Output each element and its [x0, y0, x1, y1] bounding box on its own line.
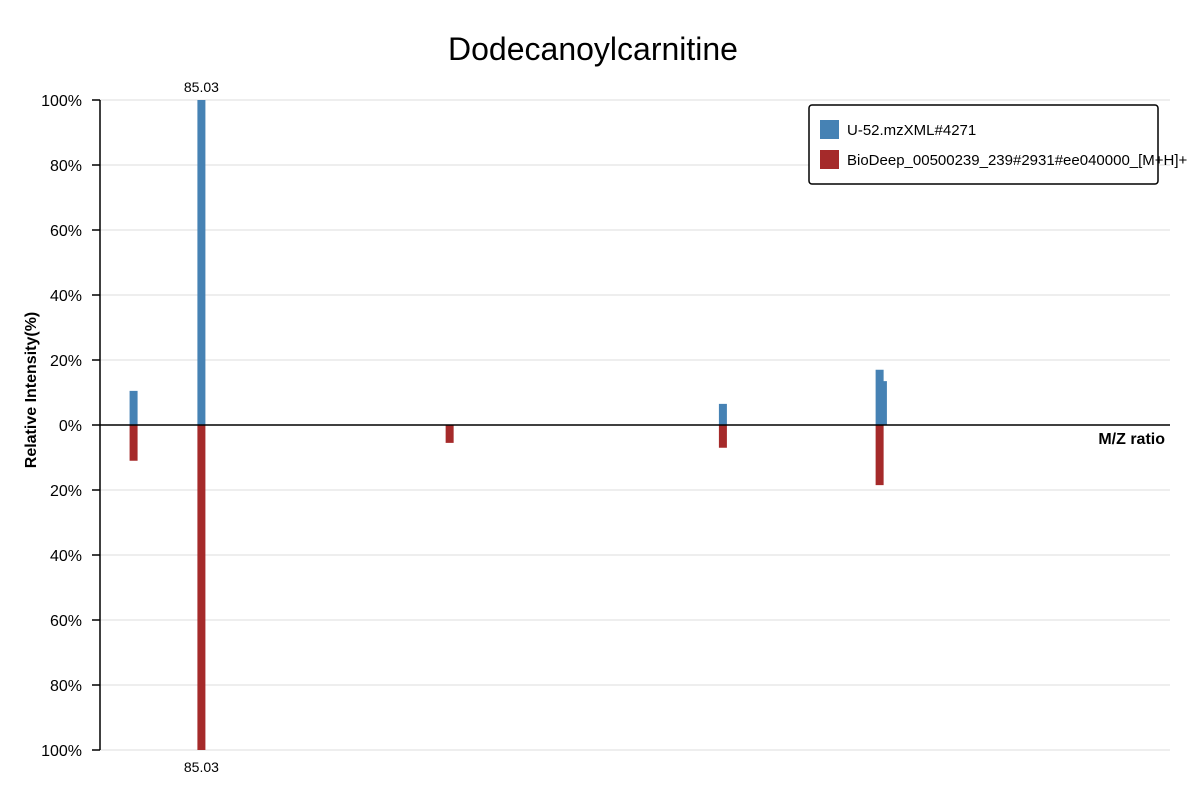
y-tick-label: 60%: [50, 613, 82, 630]
y-tick-label: 100%: [41, 743, 82, 760]
legend: U-52.mzXML#4271 BioDeep_00500239_239#293…: [808, 104, 1188, 185]
legend-swatch-biodeep: [820, 150, 839, 169]
query-peak-bar: [197, 100, 206, 425]
y-tick-label: 0%: [59, 418, 82, 435]
legend-label-u52: U-52.mzXML#4271: [847, 122, 976, 139]
y-tick-label: 80%: [50, 158, 82, 175]
y-tick-label: 60%: [50, 223, 82, 240]
legend-label-biodeep: BioDeep_00500239_239#2931#ee040000_[M+H]…: [847, 152, 1188, 169]
reference-peak-bar: [718, 425, 727, 448]
spectrum-bars: [129, 100, 887, 750]
y-tick-label: 40%: [50, 548, 82, 565]
legend-swatch-u52: [820, 120, 839, 139]
legend-box: [808, 104, 1159, 185]
grid-lines: [100, 99, 1170, 751]
y-tick-label: 20%: [50, 483, 82, 500]
y-axis-label: Relative Intensity(%): [23, 312, 40, 468]
y-tick-label: 40%: [50, 288, 82, 305]
reference-peak-bar: [875, 425, 884, 486]
reference-peak-bar: [197, 425, 206, 750]
y-tick-label: 80%: [50, 678, 82, 695]
y-ticks: 100% 80% 60% 40% 20% 0% 20% 40% 60% 80% 100%: [41, 93, 100, 760]
query-peak-bar: [129, 390, 138, 425]
peak-labels: 85.03 85.03: [184, 79, 219, 775]
chart-title: Dodecanoylcarnitine: [448, 31, 738, 67]
y-tick-label: 20%: [50, 353, 82, 370]
peak-mz-label: 85.03: [184, 79, 219, 95]
query-peak-bar: [718, 403, 727, 425]
axes: [99, 100, 1170, 750]
reference-peak-bar: [129, 425, 138, 461]
peak-mz-label: 85.03: [184, 759, 219, 775]
reference-peak-bar: [445, 425, 454, 443]
query-peak-bar: [878, 381, 887, 425]
y-tick-label: 100%: [41, 93, 82, 110]
x-axis-label: M/Z ratio: [1098, 431, 1165, 448]
